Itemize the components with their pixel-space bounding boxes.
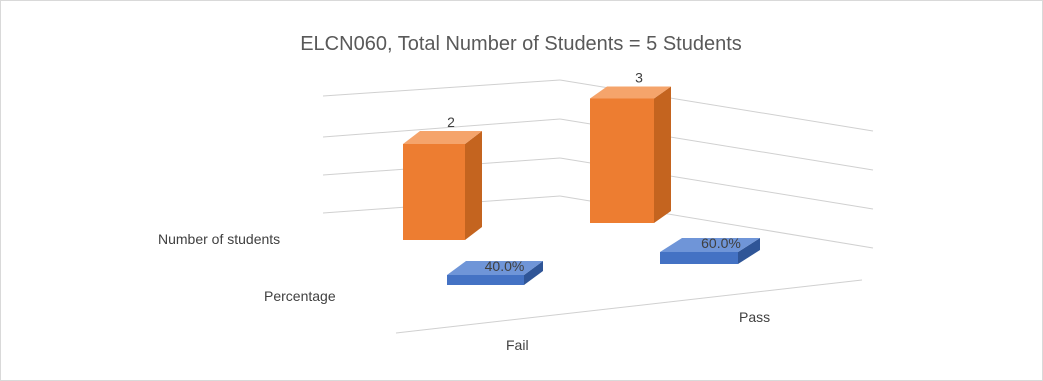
bar-side-face xyxy=(524,261,543,285)
bar-top-face xyxy=(447,261,543,275)
bar-top-face xyxy=(403,131,482,144)
bar-pass-percentage xyxy=(660,238,760,264)
data-label: 40.0% xyxy=(485,258,525,274)
data-label: 60.0% xyxy=(701,235,741,251)
series-label-number-of-students: Number of students xyxy=(158,231,280,247)
category-label-fail: Fail xyxy=(506,337,529,353)
bar-fail-count xyxy=(403,131,482,240)
floor-edge xyxy=(395,279,863,334)
gridline xyxy=(322,79,561,97)
bar-side-face xyxy=(654,86,671,223)
bar-side-face xyxy=(738,238,760,264)
bars: 2 3 40.0% 60.0% xyxy=(403,70,760,285)
bar-top-face xyxy=(590,86,671,99)
bar-pass-count xyxy=(590,86,671,223)
gridline xyxy=(322,118,561,138)
bar-front-face xyxy=(590,98,654,223)
category-label-pass: Pass xyxy=(739,309,770,325)
bar-top-face xyxy=(660,238,760,252)
data-label: 3 xyxy=(635,70,643,86)
bar-side-face xyxy=(465,131,482,240)
series-label-percentage: Percentage xyxy=(264,288,336,304)
bar-fail-percentage xyxy=(447,261,543,285)
bar-front-face xyxy=(660,252,738,264)
bar-front-face xyxy=(447,275,524,285)
data-label: 2 xyxy=(447,114,455,130)
bar-front-face xyxy=(403,144,465,240)
chart-title: ELCN060, Total Number of Students = 5 St… xyxy=(300,33,742,55)
